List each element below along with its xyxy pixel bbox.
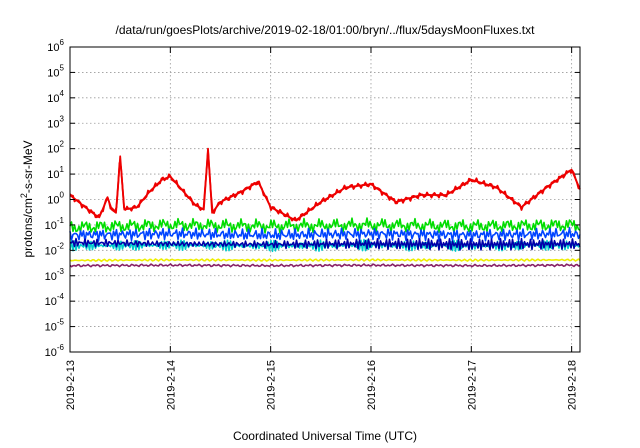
y-tick-label: 10-6 — [45, 343, 65, 359]
y-tick-label: 100 — [47, 191, 64, 207]
series-line-4 — [69, 237, 581, 251]
tick-labels: 10-6 10-5 10-4 10-3 10-2 10-1 100 101 102 103 104 1… — [45, 38, 579, 410]
x-axis-label: Coordinated Universal Time (UTC) — [233, 429, 417, 443]
series-layer — [69, 147, 581, 268]
y-tick-label: 106 — [47, 38, 64, 54]
series-line-1 — [69, 217, 581, 234]
y-tick-label: 10-3 — [45, 267, 65, 283]
series-line-6 — [69, 263, 581, 268]
axis-ticks — [69, 46, 580, 353]
y-tick-label: 10-4 — [45, 292, 65, 308]
y-tick-label: 10-5 — [45, 318, 65, 334]
chart-title: /data/run/goesPlots/archive/2019-02-18/0… — [116, 23, 536, 37]
x-tick-label: 2019-2-18 — [567, 360, 579, 410]
y-axis-label: protons/cm2-s-sr-MeV — [19, 140, 35, 257]
y-tick-label: 103 — [47, 114, 64, 130]
y-tick-label: 10-2 — [45, 241, 65, 257]
y-tick-label: 105 — [47, 63, 64, 79]
x-tick-label: 2019-2-13 — [65, 360, 77, 410]
x-tick-label: 2019-2-17 — [466, 360, 478, 410]
y-tick-label: 10-1 — [45, 216, 65, 232]
series-line-2 — [69, 226, 581, 242]
y-tick-label: 102 — [47, 140, 64, 156]
x-tick-label: 2019-2-16 — [366, 360, 378, 410]
series-line-5 — [69, 258, 581, 263]
x-tick-label: 2019-2-15 — [266, 360, 278, 410]
x-tick-label: 2019-2-14 — [165, 360, 177, 410]
series-line-0-samples — [69, 147, 581, 222]
y-tick-label: 101 — [47, 165, 64, 181]
series-line-0 — [69, 149, 581, 222]
y-tick-label: 104 — [47, 89, 64, 105]
